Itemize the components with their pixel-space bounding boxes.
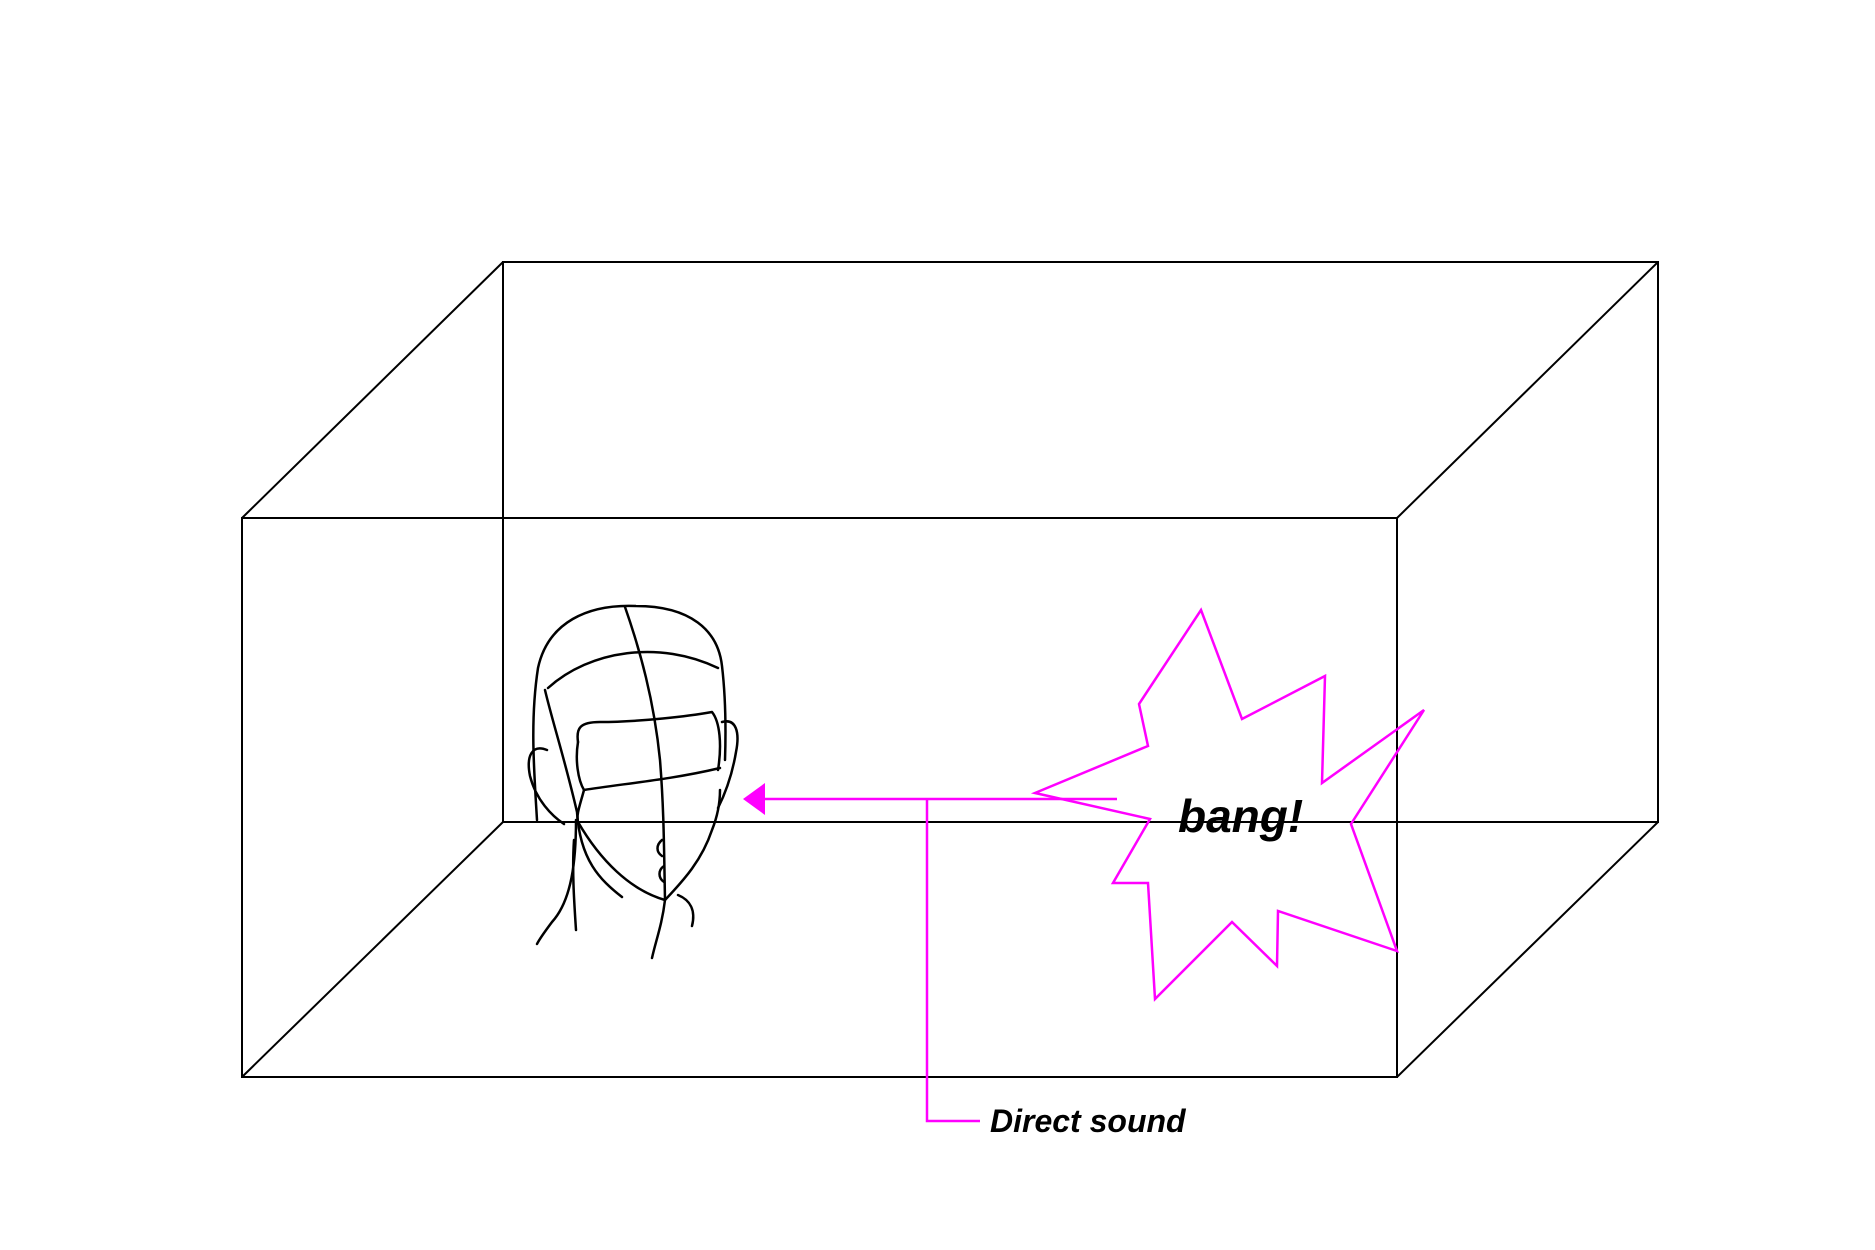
cheek-line: [575, 740, 722, 792]
room-front-face: [241, 517, 1398, 1078]
room-edge-top-right: [1396, 261, 1659, 519]
room-box: [241, 261, 1659, 1078]
room-edge-bottom-left: [241, 821, 504, 1078]
forehead-plane: [576, 710, 722, 772]
arrowhead-icon: [743, 783, 765, 815]
room-edge-bottom-right: [1396, 821, 1659, 1078]
neck-left: [535, 818, 578, 946]
direct-sound-label: Direct sound: [990, 1103, 1187, 1139]
room-edge-top-left: [241, 261, 504, 519]
nose-line: [656, 838, 666, 884]
jaw-line: [576, 788, 722, 902]
callout-leader: [925, 799, 980, 1123]
head-outline: [532, 604, 727, 822]
face-centerline: [623, 605, 667, 902]
neck-inner: [571, 838, 578, 932]
bang-label: bang!: [1178, 790, 1303, 842]
right-ear: [716, 720, 739, 810]
human-head-sketch-icon: [527, 604, 739, 960]
explosion-burst-icon: [1030, 607, 1426, 1002]
neck-right: [650, 893, 695, 960]
left-ear: [527, 747, 566, 826]
brow-band: [546, 650, 720, 690]
room-back-face: [502, 261, 1659, 823]
